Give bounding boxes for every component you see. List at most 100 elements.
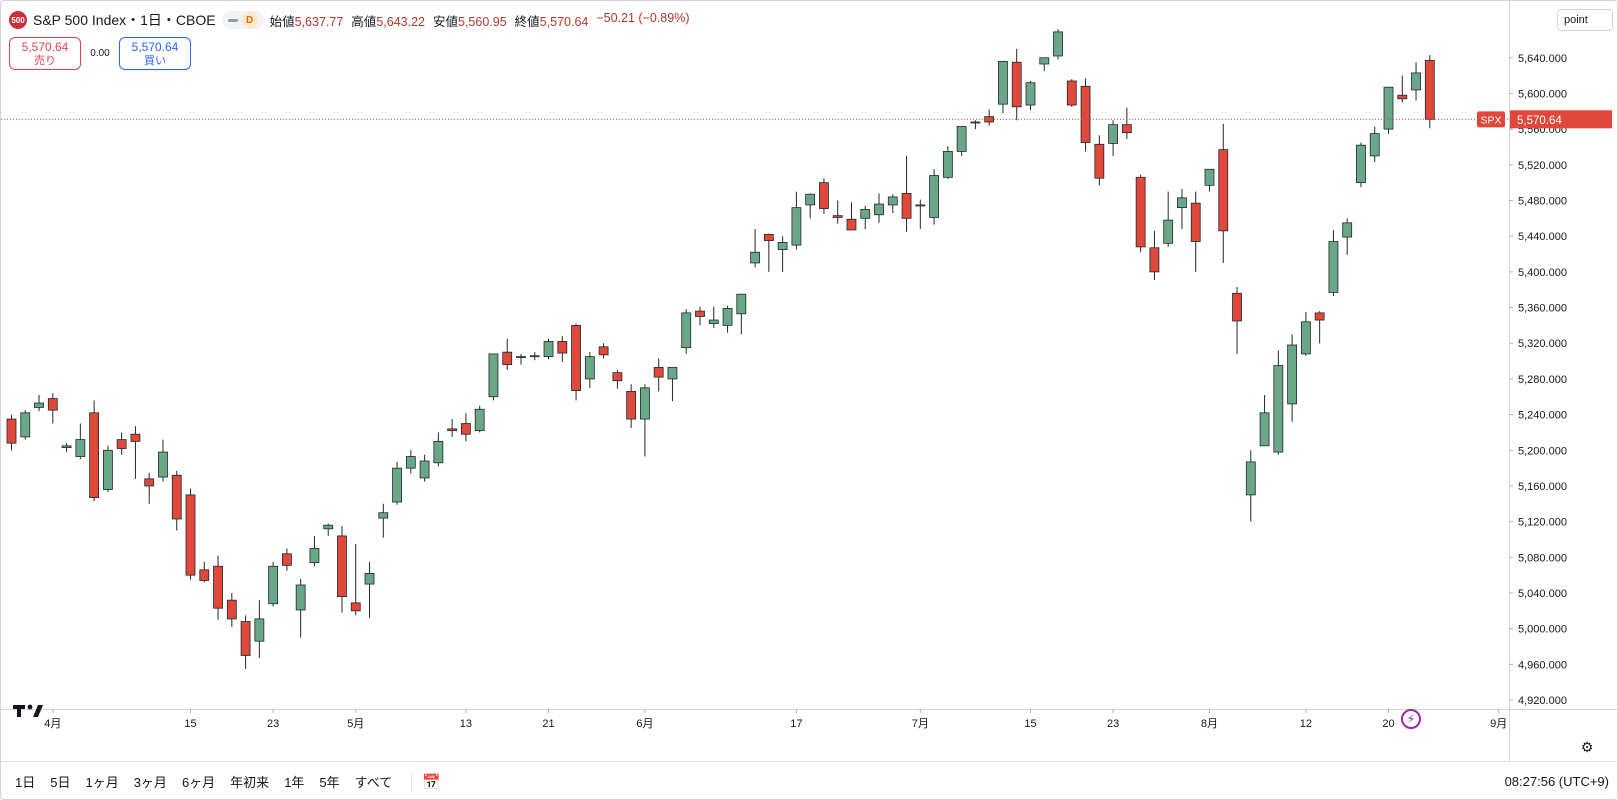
candle-down[interactable] — [626, 391, 637, 420]
candle-up[interactable] — [392, 467, 402, 503]
candle-down[interactable] — [695, 310, 705, 317]
candle-up[interactable] — [584, 356, 595, 380]
sell-button[interactable]: 5,570.64 売り — [9, 37, 81, 70]
candle-up[interactable] — [1177, 197, 1187, 209]
candle-down[interactable] — [557, 341, 568, 354]
candle-up[interactable] — [942, 151, 953, 178]
candle-down[interactable] — [1149, 247, 1160, 273]
candle-up[interactable] — [61, 445, 72, 449]
candle-up[interactable] — [1342, 222, 1353, 238]
candle-up[interactable] — [268, 565, 279, 605]
candle-up[interactable] — [102, 449, 113, 490]
candle-up[interactable] — [254, 618, 265, 642]
range-3m[interactable]: 3ヶ月 — [133, 775, 167, 790]
candle-down[interactable] — [1080, 85, 1091, 143]
candle-up[interactable] — [640, 387, 650, 420]
range-5d[interactable]: 5日 — [50, 775, 71, 790]
market-status-pill[interactable]: D — [221, 11, 264, 29]
candle-up[interactable] — [364, 573, 375, 585]
candle-up[interactable] — [860, 209, 871, 219]
symbol-title[interactable]: S&P 500 Index・1日・CBOE — [33, 12, 216, 28]
candle-down[interactable] — [915, 204, 926, 207]
candle-down[interactable] — [199, 569, 210, 581]
candle-down[interactable] — [653, 366, 664, 378]
candle-down[interactable] — [598, 346, 609, 356]
candle-up[interactable] — [805, 193, 816, 206]
candle-up[interactable] — [887, 196, 898, 206]
candle-up[interactable] — [1163, 219, 1174, 244]
candle-down[interactable] — [1314, 312, 1325, 321]
candle-down[interactable] — [226, 599, 237, 620]
candle-down[interactable] — [984, 116, 995, 123]
candle-down[interactable] — [1424, 60, 1435, 120]
candle-up[interactable] — [1369, 133, 1380, 157]
candle-down[interactable] — [1135, 176, 1146, 248]
candle-up[interactable] — [777, 242, 788, 250]
candle-up[interactable] — [34, 402, 44, 408]
candle-down[interactable] — [213, 565, 223, 609]
candle-up[interactable] — [295, 584, 306, 611]
candle-down[interactable] — [970, 121, 981, 124]
candle-down[interactable] — [1232, 292, 1242, 322]
candle-down[interactable] — [461, 423, 471, 435]
candle-up[interactable] — [874, 203, 884, 216]
candle-up[interactable] — [1204, 168, 1215, 186]
range-6m[interactable]: 6ヶ月 — [181, 775, 216, 790]
candle-down[interactable] — [1011, 61, 1022, 108]
candle-up[interactable] — [1053, 31, 1063, 57]
candle-up[interactable] — [1383, 86, 1394, 130]
candle-down[interactable] — [47, 398, 58, 411]
candle-down[interactable] — [1190, 202, 1201, 242]
candle-up[interactable] — [405, 456, 416, 469]
candle-down[interactable] — [447, 428, 458, 432]
candle-up[interactable] — [1273, 365, 1284, 453]
gear-icon[interactable]: ⚙ — [1580, 738, 1594, 755]
candle-up[interactable] — [736, 293, 747, 315]
candle-down[interactable] — [171, 474, 182, 520]
candle-up[interactable] — [309, 548, 320, 564]
candle-down[interactable] — [1218, 149, 1229, 232]
candle-up[interactable] — [667, 366, 678, 380]
candle-up[interactable] — [1300, 321, 1311, 355]
candle-up[interactable] — [378, 512, 389, 519]
candle-up[interactable] — [929, 175, 939, 218]
candle-down[interactable] — [763, 233, 774, 242]
candle-down[interactable] — [1121, 124, 1132, 134]
candle-down[interactable] — [1094, 143, 1105, 179]
candle-down[interactable] — [901, 192, 912, 219]
candle-up[interactable] — [750, 251, 760, 264]
calendar-goto-icon[interactable]: 📅 — [422, 773, 441, 791]
candle-down[interactable] — [281, 553, 292, 566]
candle-down[interactable] — [144, 478, 155, 487]
candle-up[interactable] — [1328, 241, 1339, 293]
candle-down[interactable] — [1066, 80, 1077, 106]
candle-down[interactable] — [130, 433, 141, 442]
candle-up[interactable] — [1287, 344, 1298, 405]
candle-up[interactable] — [158, 451, 168, 478]
candle-down[interactable] — [240, 621, 251, 656]
candle-down[interactable] — [571, 324, 581, 391]
candle-up[interactable] — [488, 353, 499, 398]
candle-up[interactable] — [1025, 82, 1036, 106]
candle-up[interactable] — [1039, 57, 1050, 65]
candle-down[interactable] — [819, 182, 829, 209]
candle-up[interactable] — [20, 412, 31, 438]
candle-up[interactable] — [1259, 412, 1270, 447]
candle-down[interactable] — [502, 351, 513, 366]
buy-button[interactable]: 5,570.64 買い — [119, 37, 191, 70]
tradingview-logo-icon[interactable] — [13, 703, 45, 724]
lightning-icon[interactable]: ⚡ — [1401, 709, 1421, 729]
candle-up[interactable] — [956, 126, 967, 152]
range-5y[interactable]: 5年 — [319, 775, 340, 790]
candle-up[interactable] — [543, 341, 554, 358]
candle-down[interactable] — [89, 412, 100, 498]
candle-up[interactable] — [1411, 72, 1421, 91]
candle-up[interactable] — [433, 440, 444, 464]
range-ytd[interactable]: 年初来 — [230, 775, 270, 790]
candle-down[interactable] — [612, 372, 623, 382]
range-1m[interactable]: 1ヶ月 — [85, 775, 119, 790]
candle-up[interactable] — [75, 439, 86, 457]
candle-down[interactable] — [1397, 94, 1408, 100]
candle-up[interactable] — [1108, 124, 1118, 144]
candle-up[interactable] — [419, 460, 430, 479]
